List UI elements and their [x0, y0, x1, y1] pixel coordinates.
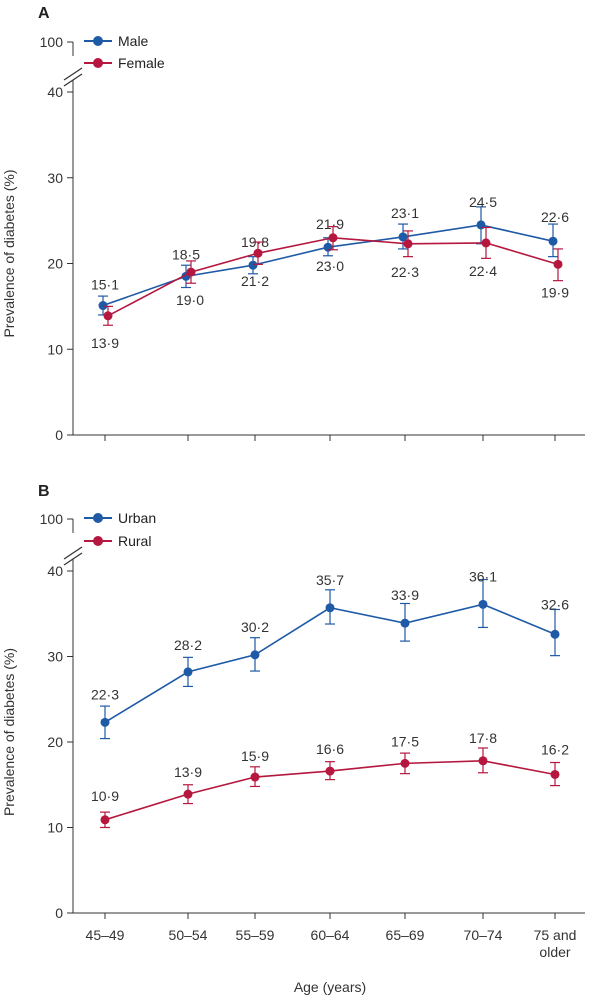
- y-tick-label: 10: [47, 341, 63, 357]
- x-axis-label: Age (years): [294, 979, 366, 995]
- data-point: [400, 618, 410, 628]
- axis-break-mark: [63, 67, 83, 81]
- x-tick-label: 55–59: [236, 927, 275, 943]
- data-label: 33·9: [391, 587, 419, 603]
- data-point: [253, 248, 263, 258]
- data-label: 18·5: [172, 246, 200, 262]
- data-point: [250, 772, 260, 782]
- data-point: [550, 629, 560, 639]
- legend-marker: [93, 36, 103, 46]
- y-tick-label: 10: [47, 820, 63, 836]
- x-tick-label: 50–54: [169, 927, 208, 943]
- data-label: 21·2: [241, 273, 269, 289]
- data-point: [103, 311, 113, 321]
- data-point: [400, 758, 410, 768]
- data-point: [250, 650, 260, 660]
- y-tick-label: 40: [47, 563, 63, 579]
- data-label: 13·9: [174, 764, 202, 780]
- panel-label: A: [38, 5, 50, 22]
- y-tick-label: 30: [47, 649, 63, 665]
- axis-break-mark: [63, 546, 83, 560]
- data-point: [100, 717, 110, 727]
- data-label: 36·1: [469, 568, 497, 584]
- legend-label: Rural: [118, 533, 151, 549]
- data-point: [100, 815, 110, 825]
- data-label: 19·9: [541, 284, 569, 300]
- axis-break-mark: [63, 73, 83, 87]
- data-label: 10·9: [91, 788, 119, 804]
- data-label: 16·2: [541, 741, 569, 757]
- legend-marker: [93, 536, 103, 546]
- y-tick-label: 30: [47, 170, 63, 186]
- x-tick-label: 70–74: [464, 927, 503, 943]
- chart-panel-b: B 0 10 20 30 40 100 Prevalence of diabetes (%) U…: [1, 483, 585, 995]
- data-point: [186, 267, 196, 277]
- y-tick-label: 20: [47, 734, 63, 750]
- x-tick-label: 65–69: [386, 927, 425, 943]
- data-label: 17·5: [391, 733, 419, 749]
- legend-label: Female: [118, 55, 165, 71]
- data-label: 30·2: [241, 619, 269, 635]
- data-label: 23·1: [391, 205, 419, 221]
- data-label: 21·9: [316, 216, 344, 232]
- data-label: 23·0: [316, 258, 344, 274]
- y-axis-label: Prevalence of diabetes (%): [1, 648, 17, 816]
- data-point: [325, 766, 335, 776]
- y-tick-label: 0: [55, 905, 63, 921]
- data-point: [550, 769, 560, 779]
- legend-label: Urban: [118, 510, 156, 526]
- data-label: 35·7: [316, 572, 344, 588]
- data-label: 13·9: [91, 335, 119, 351]
- data-label: 22·4: [469, 263, 497, 279]
- y-tick-label: 100: [40, 34, 64, 50]
- data-point: [481, 238, 491, 248]
- y-tick-label: 0: [55, 427, 63, 443]
- x-tick-label: 60–64: [311, 927, 350, 943]
- axis-break-mark: [63, 552, 83, 566]
- x-tick-label: 45–49: [86, 927, 125, 943]
- data-label: 22·6: [541, 209, 569, 225]
- y-tick-label: 100: [40, 511, 64, 527]
- data-point: [325, 603, 335, 613]
- data-point: [398, 232, 408, 242]
- data-point: [248, 260, 258, 270]
- data-point: [328, 233, 338, 243]
- data-label: 24·5: [469, 194, 497, 210]
- legend-label: Male: [118, 33, 149, 49]
- data-label: 32·6: [541, 596, 569, 612]
- data-point: [98, 301, 108, 311]
- data-label: 22·3: [91, 686, 119, 702]
- x-tick-label: 75 and older: [534, 927, 577, 960]
- y-tick-label: 40: [47, 84, 63, 100]
- data-label: 15·1: [91, 277, 119, 293]
- legend-marker: [93, 513, 103, 523]
- data-point: [403, 239, 413, 249]
- chart-panel-a: A 0 10 20 30 40 100 Prevalence of diabetes (%) M…: [1, 5, 585, 443]
- data-point: [548, 236, 558, 246]
- data-label: 17·8: [469, 730, 497, 746]
- panel-label: B: [38, 483, 50, 500]
- data-label: 22·3: [391, 264, 419, 280]
- data-label: 19·0: [176, 292, 204, 308]
- data-point: [183, 667, 193, 677]
- legend-marker: [93, 58, 103, 68]
- data-point: [478, 599, 488, 609]
- data-label: 28·2: [174, 637, 202, 653]
- data-label: 15·9: [241, 748, 269, 764]
- data-point: [553, 259, 563, 269]
- data-label: 16·6: [316, 741, 344, 757]
- data-point: [478, 756, 488, 766]
- y-axis-label: Prevalence of diabetes (%): [1, 169, 17, 337]
- data-point: [183, 789, 193, 799]
- y-tick-label: 20: [47, 256, 63, 272]
